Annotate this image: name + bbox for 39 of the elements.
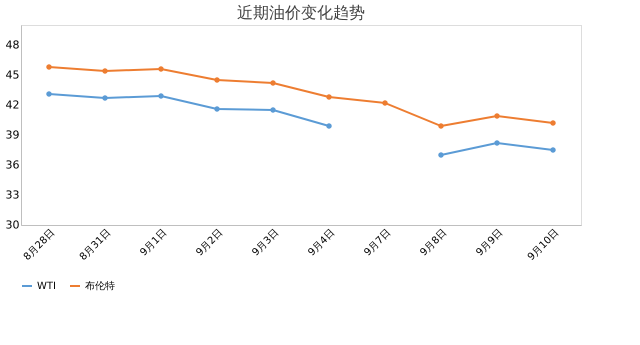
y-tick-label: 42 [6,98,20,112]
y-tick-label: 45 [6,68,20,82]
x-tick-label: 9月10日 [526,228,562,263]
x-tick-label: 9月7日 [362,228,394,258]
y-tick-label: 33 [6,188,20,202]
point [102,68,108,74]
x-tick-label: 8月28日 [22,228,58,263]
x-tick-label: 8月31日 [78,228,114,263]
point [46,91,52,97]
point [158,93,164,99]
x-tick-label: 9月3日 [250,228,282,258]
point [102,95,108,101]
y-tick-label: 39 [6,128,20,142]
point [326,123,332,129]
point [326,94,332,100]
point [214,106,220,112]
chart-title: 近期油价变化趋势 [237,3,365,22]
x-tick-label: 9月8日 [418,228,450,258]
point [550,120,556,126]
point [46,64,52,70]
x-tick-label: 9月9日 [474,228,506,258]
point [214,77,220,83]
point [438,152,444,158]
legend-label: 布伦特 [85,280,115,292]
point [270,80,276,86]
y-tick-label: 30 [6,218,20,232]
point [550,147,556,153]
point [494,113,500,119]
y-tick-label: 48 [6,38,20,52]
legend-label: WTI [37,281,56,292]
point [270,107,276,113]
x-tick-label: 9月1日 [138,228,170,258]
x-tick-label: 9月2日 [194,228,226,258]
point [438,123,444,129]
point [382,100,388,106]
point [494,140,500,146]
y-tick-label: 36 [6,158,20,172]
point [158,66,164,72]
x-tick-label: 9月4日 [306,228,338,258]
